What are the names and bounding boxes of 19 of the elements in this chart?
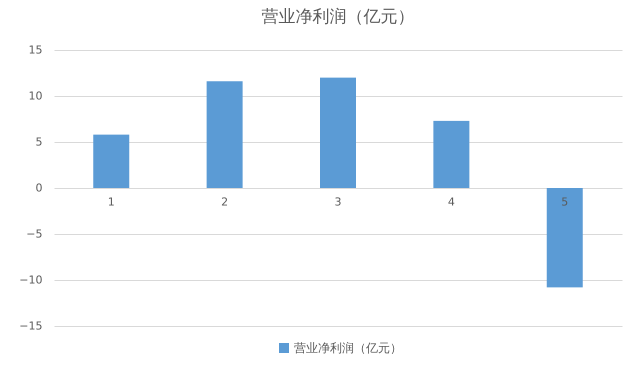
bar bbox=[320, 78, 356, 188]
x-tick-label: 5 bbox=[561, 196, 568, 208]
x-tick-label: 4 bbox=[448, 196, 455, 208]
y-tick-label: 15 bbox=[28, 44, 42, 56]
bar bbox=[206, 81, 243, 188]
legend-label: 营业净利润（亿元） bbox=[294, 341, 402, 355]
x-tick-label: 2 bbox=[221, 196, 228, 208]
bar bbox=[546, 188, 583, 288]
chart-title: 营业净利润（亿元） bbox=[262, 7, 414, 27]
y-tick-label: 5 bbox=[36, 136, 42, 148]
y-tick-label: −5 bbox=[26, 228, 42, 240]
x-tick-label: 3 bbox=[334, 196, 342, 208]
y-tick-label: 0 bbox=[36, 182, 42, 194]
bar bbox=[93, 134, 130, 188]
y-tick-label: 10 bbox=[28, 90, 42, 102]
y-tick-label: −10 bbox=[19, 274, 42, 286]
y-tick-label: −15 bbox=[19, 320, 42, 332]
bar bbox=[433, 120, 470, 188]
x-tick-label: 1 bbox=[108, 196, 115, 208]
